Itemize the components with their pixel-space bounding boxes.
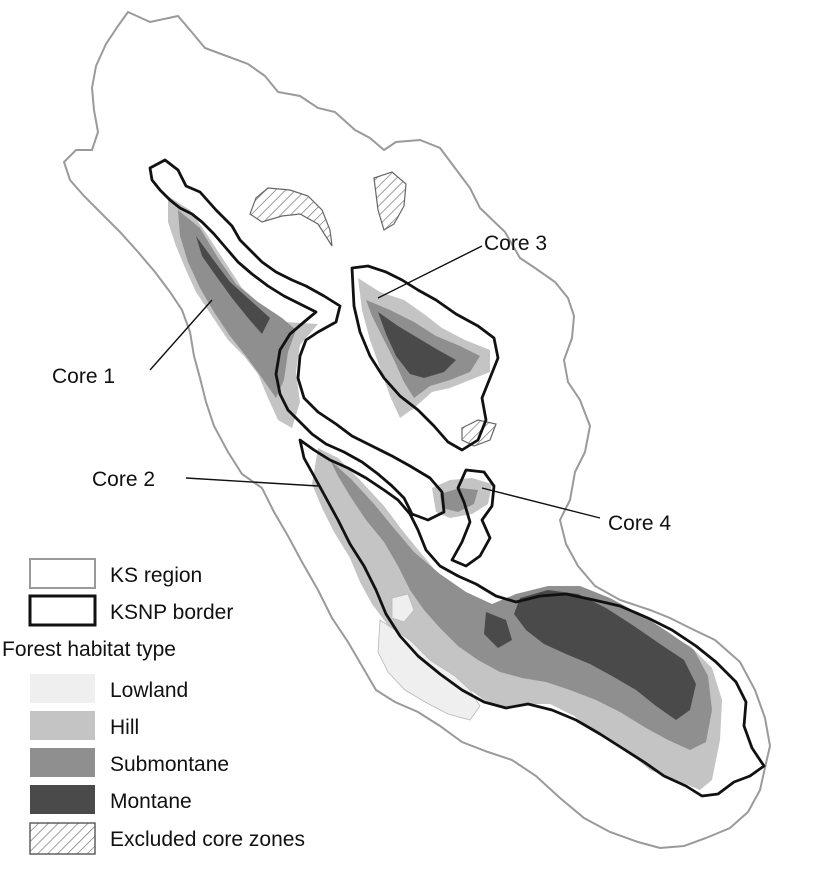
- montane-habitat: [196, 236, 696, 720]
- legend-label-excluded: Excluded core zones: [110, 828, 305, 851]
- core-4-label: Core 4: [608, 512, 671, 535]
- legend-label-submontane: Submontane: [110, 753, 229, 776]
- legend-swatch-ksnp-border: [28, 594, 97, 627]
- core-1-leader-line: [149, 299, 213, 371]
- core-3-label: Core 3: [484, 232, 547, 255]
- lowland-habitat: [377, 593, 481, 721]
- legend-swatch-montane: [30, 785, 95, 814]
- legend-swatch-lowland: [30, 674, 95, 703]
- core-2-label: Core 2: [92, 468, 155, 491]
- legend-heading: Forest habitat type: [2, 638, 176, 661]
- core-2-leader-line: [185, 477, 319, 487]
- excluded-core-zone: [373, 171, 407, 231]
- legend-label-ksnp-border: KSNP border: [110, 601, 233, 624]
- core-1-label: Core 1: [52, 365, 115, 388]
- legend-label-montane: Montane: [110, 790, 192, 813]
- legend-swatch-excluded: [29, 822, 96, 855]
- ksnp-border: [148, 158, 766, 798]
- legend-swatch-submontane: [30, 748, 95, 777]
- legend-label-hill: Hill: [110, 716, 139, 739]
- excluded-core-zone: [461, 419, 497, 447]
- core-3-leader-line: [377, 245, 483, 299]
- legend-label-ks-region: KS region: [110, 564, 202, 587]
- legend-label-lowland: Lowland: [110, 679, 188, 702]
- legend-swatch-hill: [30, 711, 95, 740]
- excluded-core-zone: [249, 187, 333, 247]
- legend-swatch-ks-region: [29, 558, 96, 589]
- map-legend: KS region KSNP border Forest habitat typ…: [2, 558, 305, 855]
- core-4-leader-line: [481, 487, 601, 519]
